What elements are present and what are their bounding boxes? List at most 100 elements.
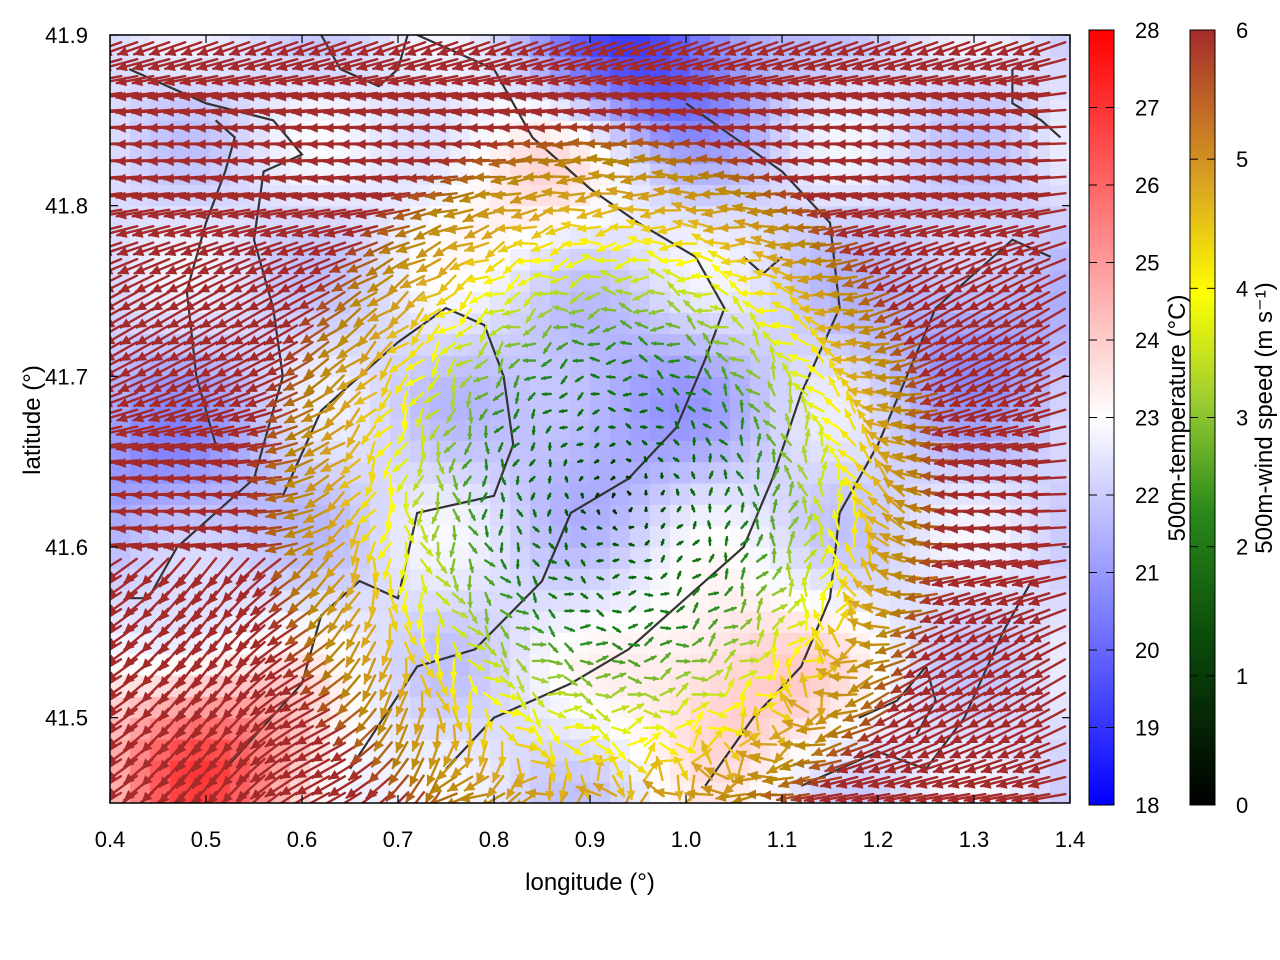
heatmap-cell <box>210 141 231 164</box>
heatmap-cell <box>490 568 511 591</box>
heatmap-cell <box>510 483 531 505</box>
heatmap-cell <box>530 461 551 484</box>
heatmap-cell <box>410 696 431 719</box>
heatmap-cell <box>310 163 331 185</box>
heatmap-cell <box>330 547 351 569</box>
heatmap-cell <box>310 120 331 143</box>
heatmap-cell <box>630 611 651 633</box>
heatmap-cell <box>950 717 971 740</box>
heatmap-cell <box>510 547 531 569</box>
heatmap-cell <box>710 312 731 335</box>
heatmap-cell <box>1050 461 1070 484</box>
heatmap-cell <box>390 397 411 420</box>
heatmap-cell <box>230 547 251 569</box>
heatmap-cell <box>330 653 351 676</box>
heatmap-cell <box>590 461 611 484</box>
heatmap-cell <box>470 163 491 185</box>
heatmap-cell <box>590 696 611 719</box>
heatmap-cell <box>350 419 371 441</box>
heatmap-cell <box>570 312 591 335</box>
heatmap-cell <box>590 419 611 441</box>
heatmap-cell <box>530 483 551 505</box>
heatmap-cell <box>790 461 811 484</box>
heatmap-cell <box>570 291 591 313</box>
heatmap-cell <box>1050 547 1070 569</box>
heatmap-cell <box>650 483 671 505</box>
heatmap-cell <box>670 611 691 633</box>
heatmap-cell <box>590 483 611 505</box>
heatmap-cell <box>310 440 331 463</box>
heatmap-cell <box>1050 589 1070 612</box>
heatmap-cell <box>450 504 471 527</box>
heatmap-cell <box>370 632 391 655</box>
heatmap-cell <box>530 291 551 313</box>
heatmap-cell <box>390 568 411 591</box>
wind-arrow <box>643 489 649 496</box>
heatmap-cell <box>270 653 291 676</box>
temperature-colorbar-tick-label: 28 <box>1135 18 1159 43</box>
wind-arrow <box>548 459 553 468</box>
heatmap-cell <box>530 504 551 527</box>
heatmap-cell <box>590 440 611 463</box>
heatmap-cell <box>430 397 451 420</box>
heatmap-cell <box>610 653 631 676</box>
heatmap-cell <box>570 525 591 548</box>
heatmap-cell <box>510 461 531 484</box>
heatmap-cell <box>590 525 611 548</box>
y-axis-label: latitude (°) <box>19 365 46 475</box>
heatmap-cell <box>390 163 411 185</box>
wind-colorbar-tick-label: 1 <box>1236 664 1248 689</box>
heatmap-cell <box>610 504 631 527</box>
heatmap-cell <box>670 483 691 505</box>
heatmap-cell <box>510 333 531 356</box>
wind-colorbar-tick-label: 2 <box>1236 535 1248 560</box>
heatmap-cell <box>310 397 331 420</box>
heatmap-cell <box>450 419 471 441</box>
heatmap-cell <box>690 611 711 633</box>
temperature-colorbar-tick-label: 21 <box>1135 561 1159 586</box>
heatmap-cell <box>730 163 751 185</box>
heatmap-cell <box>510 589 531 612</box>
heatmap-cell <box>490 269 511 292</box>
heatmap-cell <box>630 568 651 591</box>
heatmap-cell <box>350 611 371 633</box>
wind-colorbar-tick-label: 6 <box>1236 18 1248 43</box>
heatmap-cell <box>450 291 471 313</box>
heatmap-cell <box>630 397 651 420</box>
heatmap-cell <box>570 440 591 463</box>
temperature-colorbar-label: 500m-temperature (°C) <box>1164 294 1191 541</box>
heatmap-cell <box>150 163 171 185</box>
heatmap-cell <box>530 419 551 441</box>
heatmap-cell <box>570 397 591 420</box>
heatmap-cell <box>450 440 471 463</box>
heatmap-cell <box>1030 163 1051 185</box>
temperature-colorbar-tick-label: 18 <box>1135 793 1159 818</box>
heatmap-cell <box>470 419 491 441</box>
wind-arrow <box>590 391 600 397</box>
heatmap-cell <box>390 632 411 655</box>
heatmap-cell <box>690 269 711 292</box>
heatmap-cell <box>610 120 631 143</box>
heatmap-cell <box>550 397 571 420</box>
heatmap-cell <box>550 269 571 292</box>
heatmap-cell <box>1050 739 1070 761</box>
heatmap-cell <box>350 440 371 463</box>
heatmap-cell <box>570 120 591 143</box>
heatmap-cell <box>490 525 511 548</box>
heatmap-cell <box>490 589 511 612</box>
heatmap-cell <box>570 653 591 676</box>
heatmap-cell <box>470 248 491 271</box>
heatmap-cell <box>730 483 751 505</box>
heatmap-cell <box>630 653 651 676</box>
heatmap-cell <box>510 419 531 441</box>
heatmap-cell <box>210 547 231 569</box>
heatmap-cell <box>550 483 571 505</box>
heatmap-cell <box>390 120 411 143</box>
heatmap-cell <box>570 483 591 505</box>
heatmap-cell <box>410 525 431 548</box>
heatmap-cell <box>510 397 531 420</box>
heatmap-cell <box>870 163 891 185</box>
y-tick-label: 41.6 <box>45 535 88 560</box>
heatmap-cell <box>910 163 931 185</box>
